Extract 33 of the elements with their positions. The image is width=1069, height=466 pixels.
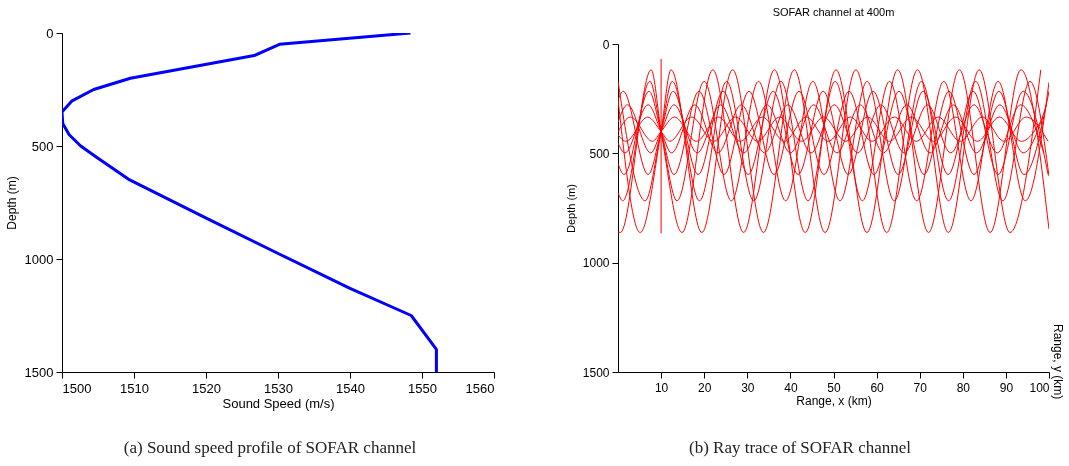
x-tick-label: 1510 <box>120 380 149 396</box>
x-tick-label: 40 <box>784 380 798 395</box>
y-tick-label: 1500 <box>24 364 54 380</box>
x-axis-title: Range, x (km) <box>796 393 872 408</box>
x-tick-label: 10 <box>654 380 669 395</box>
y-tick-label: 1000 <box>24 251 54 267</box>
x-tick-label: 20 <box>698 380 712 395</box>
x-tick-label: 1540 <box>336 380 365 396</box>
x-tick-label: 1550 <box>408 380 437 396</box>
y-axis-title: Depth (m) <box>4 176 19 230</box>
text: (b) Ray trace of SOFAR channel <box>688 438 912 458</box>
x-tick-label: 70 <box>913 380 928 395</box>
y-tick-label: 1500 <box>582 365 610 380</box>
y-tick-label: 500 <box>31 138 54 154</box>
x-tick-label: 1520 <box>192 380 221 396</box>
x-tick-label: 60 <box>870 380 885 395</box>
y-tick-label: 0 <box>602 37 610 52</box>
y-tick-label: 0 <box>46 25 54 41</box>
x-tick-label: 1560 <box>465 380 495 396</box>
x-tick-label: 1500 <box>62 380 92 396</box>
x-axis-title: Sound Speed (m/s) <box>222 395 335 411</box>
y2-axis-title: Range, y (km) <box>1051 324 1065 400</box>
x-tick-label: 30 <box>741 380 755 395</box>
y-axis-title: Depth (m) <box>564 184 577 233</box>
text: (a) Sound speed profile of SOFAR channel <box>123 438 417 458</box>
y-tick-label: 1000 <box>582 256 610 271</box>
y-tick-label: 500 <box>589 146 610 161</box>
x-tick-label: 100 <box>1029 380 1050 395</box>
x-tick-label: 50 <box>827 380 841 395</box>
x-tick-label: 90 <box>999 380 1014 395</box>
x-tick-label: 80 <box>956 380 971 395</box>
x-tick-label: 1530 <box>264 380 293 396</box>
chart-title: SOFAR channel at 400m <box>772 6 895 18</box>
